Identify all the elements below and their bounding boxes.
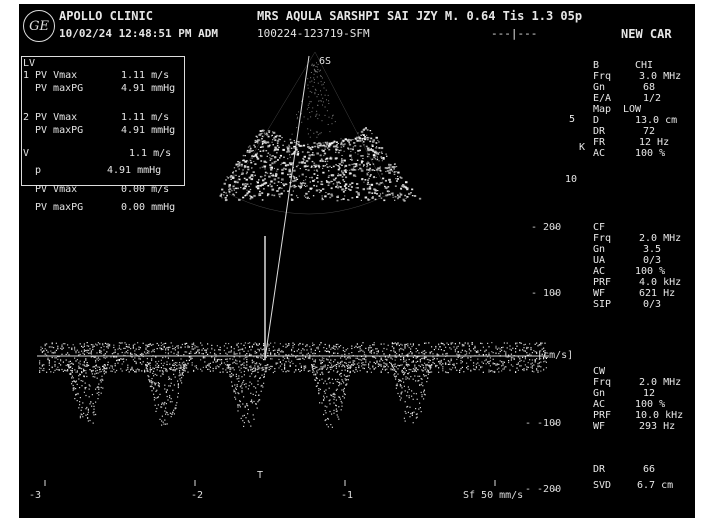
velocity-tick: - 100 bbox=[531, 288, 562, 299]
ultrasound-screen: GE APOLLO CLINIC MRS AQULA SARSHPI SAI J… bbox=[19, 4, 695, 518]
b-param-value: 13.0 cm bbox=[635, 115, 678, 126]
cf-param-label: PRF bbox=[593, 277, 612, 288]
cw-param-value: 2.0 MHz bbox=[639, 377, 682, 388]
measurement-value: 0.00 m/s bbox=[121, 184, 170, 195]
time-cursor-marker: T bbox=[257, 470, 264, 481]
cw-param-label: AC bbox=[593, 399, 606, 410]
measurement-label: 2 PV Vmax bbox=[23, 112, 78, 123]
doppler-spectrum bbox=[39, 342, 547, 428]
clinic-name: APOLLO CLINIC bbox=[59, 9, 153, 23]
cw-param-value: 12 bbox=[643, 388, 656, 399]
cf-param-value: 0/3 bbox=[643, 255, 662, 266]
cw-param-label: SVD bbox=[593, 480, 612, 491]
b-mode-title: B bbox=[593, 60, 600, 71]
cf-param-value: 4.0 kHz bbox=[639, 277, 682, 288]
measurement-value: 1.1 m/s bbox=[129, 148, 172, 159]
cf-param-label: AC bbox=[593, 266, 606, 277]
measurement-label: PV maxPG bbox=[35, 83, 84, 94]
exam-datetime: 10/02/24 12:48:51 PM ADM bbox=[59, 27, 218, 40]
measurement-value: 0.00 mmHg bbox=[121, 202, 176, 213]
measurement-label: PV maxPG bbox=[35, 125, 84, 136]
b-param-label: Map bbox=[593, 104, 612, 115]
b-param-label: E/A bbox=[593, 93, 612, 104]
time-tick: -1 bbox=[341, 490, 354, 501]
b-param-value: 68 bbox=[643, 82, 656, 93]
b-param-label: D bbox=[593, 115, 600, 126]
measurement-label: PV maxPG bbox=[35, 202, 84, 213]
velocity-tick: - 200 bbox=[531, 222, 562, 233]
cw-param-label: Frq bbox=[593, 377, 612, 388]
cw-title: CW bbox=[593, 366, 606, 377]
cw-cursor-line bbox=[264, 55, 310, 360]
b-param-value: LOW bbox=[623, 104, 642, 115]
b-param-value: 3.0 MHz bbox=[639, 71, 682, 82]
time-tick: -2 bbox=[191, 490, 204, 501]
cw-param-label: DR bbox=[593, 464, 606, 475]
b-param-label: AC bbox=[593, 148, 606, 159]
b-param-value: 12 Hz bbox=[639, 137, 670, 148]
b-param-label: DR bbox=[593, 126, 606, 137]
b-param-value: 100 % bbox=[635, 148, 666, 159]
cw-param-label: WF bbox=[593, 421, 606, 432]
measurement-label: 1 PV Vmax bbox=[23, 70, 78, 81]
cw-param-label: PRF bbox=[593, 410, 612, 421]
measurement-panel: LV 1 PV Vmax 1.11 m/s PV maxPG 4.91 mmHg… bbox=[21, 56, 185, 248]
cw-param-label: Gn bbox=[593, 388, 606, 399]
cf-param-value: 3.5 bbox=[643, 244, 662, 255]
probe-orientation-marker: 6S bbox=[319, 56, 332, 67]
cf-title: CF bbox=[593, 222, 606, 233]
measurement-label: p bbox=[35, 165, 42, 176]
depth-marker-5: 5 bbox=[569, 114, 576, 125]
measurement-frame bbox=[21, 56, 185, 186]
b-param-label: FR bbox=[593, 137, 606, 148]
time-tick: -3 bbox=[29, 490, 42, 501]
cf-param-label: UA bbox=[593, 255, 606, 266]
cf-param-label: SIP bbox=[593, 299, 612, 310]
measurement-value: 4.91 mmHg bbox=[107, 165, 162, 176]
cw-param-value: 293 Hz bbox=[639, 421, 676, 432]
cf-param-value: 2.0 MHz bbox=[639, 233, 682, 244]
cf-param-label: Gn bbox=[593, 244, 606, 255]
velocity-tick: - -100 bbox=[525, 418, 562, 429]
velocity-unit-label: - [cm/s] bbox=[525, 350, 574, 361]
b-mode-image bbox=[219, 62, 422, 202]
cf-param-value: 100 % bbox=[635, 266, 666, 277]
cf-param-value: 621 Hz bbox=[639, 288, 676, 299]
measurement-label: PV Vmax bbox=[35, 184, 78, 195]
focus-marker: K bbox=[579, 142, 586, 153]
b-param-label: Gn bbox=[593, 82, 606, 93]
b-param-value: 1/2 bbox=[643, 93, 662, 104]
study-id: 100224-123719-SFM bbox=[257, 27, 370, 40]
cw-param-value: 6.7 cm bbox=[637, 480, 674, 491]
b-param-value: 72 bbox=[643, 126, 656, 137]
measurement-title: LV bbox=[23, 58, 36, 69]
cf-param-label: WF bbox=[593, 288, 606, 299]
cf-param-value: 0/3 bbox=[643, 299, 662, 310]
cw-param-value: 100 % bbox=[635, 399, 666, 410]
measurement-value: 1.11 m/s bbox=[121, 112, 170, 123]
doppler-spectrum-display bbox=[37, 51, 557, 491]
depth-marker-10: 10 bbox=[565, 174, 578, 185]
measurement-value: 4.91 mmHg bbox=[121, 83, 176, 94]
b-mode-type: CHI bbox=[635, 60, 654, 71]
preset-name: NEW CAR bbox=[621, 27, 672, 41]
measurement-value: 1.11 m/s bbox=[121, 70, 170, 81]
cw-param-value: 10.0 kHz bbox=[635, 410, 684, 421]
b-param-label: Frq bbox=[593, 71, 612, 82]
sweep-speed: Sf 50 mm/s bbox=[463, 490, 524, 501]
velocity-tick: - -200 bbox=[525, 484, 562, 495]
measurement-label: V bbox=[23, 148, 30, 159]
patient-info: MRS AQULA SARSHPI SAI JZY M. 0.64 Tis 1.… bbox=[257, 9, 583, 23]
header-dashes: ---|--- bbox=[491, 27, 538, 40]
cw-param-value: 66 bbox=[643, 464, 656, 475]
cf-param-label: Frq bbox=[593, 233, 612, 244]
measurement-value: 4.91 mmHg bbox=[121, 125, 176, 136]
ge-logo: GE bbox=[23, 10, 55, 42]
